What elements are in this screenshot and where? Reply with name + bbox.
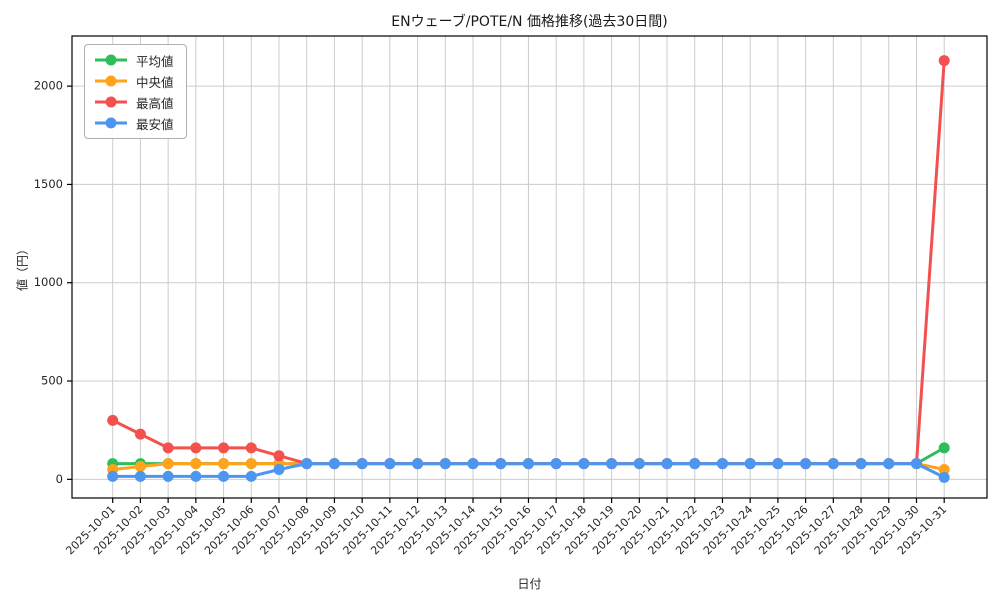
y-tick-label: 1000	[34, 275, 63, 289]
series-marker-1	[162, 458, 174, 470]
series-marker-3	[384, 458, 396, 470]
y-tick-label: 500	[41, 374, 63, 388]
axes-frame	[71, 35, 988, 499]
series-marker-3	[412, 458, 424, 470]
legend-marker-icon	[95, 54, 127, 66]
series-marker-3	[328, 458, 340, 470]
series-marker-2	[134, 428, 146, 440]
series-marker-3	[356, 458, 368, 470]
legend: 平均値中央値最高値最安値	[84, 44, 187, 139]
series-marker-3	[744, 458, 756, 470]
series-marker-1	[245, 458, 257, 470]
series-marker-3	[661, 458, 673, 470]
series-marker-2	[107, 414, 119, 426]
legend-label-1: 中央値	[136, 74, 174, 90]
chart-title: ENウェーブ/POTE/N 価格推移(過去30日間)	[391, 14, 668, 30]
series-marker-3	[578, 458, 590, 470]
series-marker-3	[800, 458, 812, 470]
series-marker-3	[273, 463, 285, 475]
series-marker-3	[107, 470, 119, 482]
legend-label-0: 平均値	[136, 53, 174, 69]
series-marker-2	[190, 442, 202, 454]
series-marker-3	[827, 458, 839, 470]
series-marker-2	[273, 450, 285, 462]
series-marker-1	[938, 463, 950, 475]
series-marker-3	[689, 458, 701, 470]
series-marker-3	[495, 458, 507, 470]
series-marker-3	[218, 470, 230, 482]
series-marker-3	[633, 458, 645, 470]
series-marker-3	[716, 458, 728, 470]
series-marker-3	[772, 458, 784, 470]
y-tick-label: 2000	[34, 79, 63, 93]
legend-item-1: 中央値	[94, 72, 174, 90]
series-marker-3	[162, 470, 174, 482]
series-marker-3	[855, 458, 867, 470]
legend-item-3: 最安値	[94, 114, 174, 132]
series-marker-3	[606, 458, 618, 470]
legend-marker-icon	[95, 96, 127, 108]
series-marker-0	[938, 442, 950, 454]
series-marker-3	[938, 471, 950, 483]
series-marker-2	[938, 55, 950, 67]
series-marker-1	[134, 461, 146, 473]
series-marker-3	[134, 470, 146, 482]
legend-marker-icon	[95, 75, 127, 87]
y-tick-label: 0	[56, 472, 63, 486]
series-marker-3	[467, 458, 479, 470]
series-marker-3	[301, 458, 313, 470]
x-axis-label: 日付	[517, 577, 542, 591]
series-marker-3	[910, 458, 922, 470]
series-marker-3	[245, 470, 257, 482]
legend-item-0: 平均値	[94, 51, 174, 69]
series-marker-3	[190, 470, 202, 482]
series-marker-1	[190, 458, 202, 470]
series-marker-3	[522, 458, 534, 470]
legend-marker-icon	[95, 117, 127, 129]
series-marker-2	[162, 442, 174, 454]
y-tick-label: 1500	[34, 177, 63, 191]
series-marker-2	[245, 442, 257, 454]
legend-label-3: 最安値	[136, 116, 174, 132]
legend-item-2: 最高値	[94, 93, 174, 111]
series-marker-3	[883, 458, 895, 470]
series-marker-3	[550, 458, 562, 470]
series-marker-1	[218, 458, 230, 470]
series-marker-3	[439, 458, 451, 470]
series-marker-2	[218, 442, 230, 454]
legend-label-2: 最高値	[136, 95, 174, 111]
